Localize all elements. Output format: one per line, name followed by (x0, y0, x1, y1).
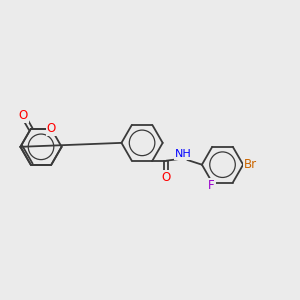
Text: NH: NH (175, 149, 192, 159)
Text: F: F (208, 179, 215, 192)
Text: O: O (47, 122, 56, 136)
Text: Br: Br (244, 158, 257, 171)
Text: O: O (19, 110, 28, 122)
Text: O: O (162, 171, 171, 184)
